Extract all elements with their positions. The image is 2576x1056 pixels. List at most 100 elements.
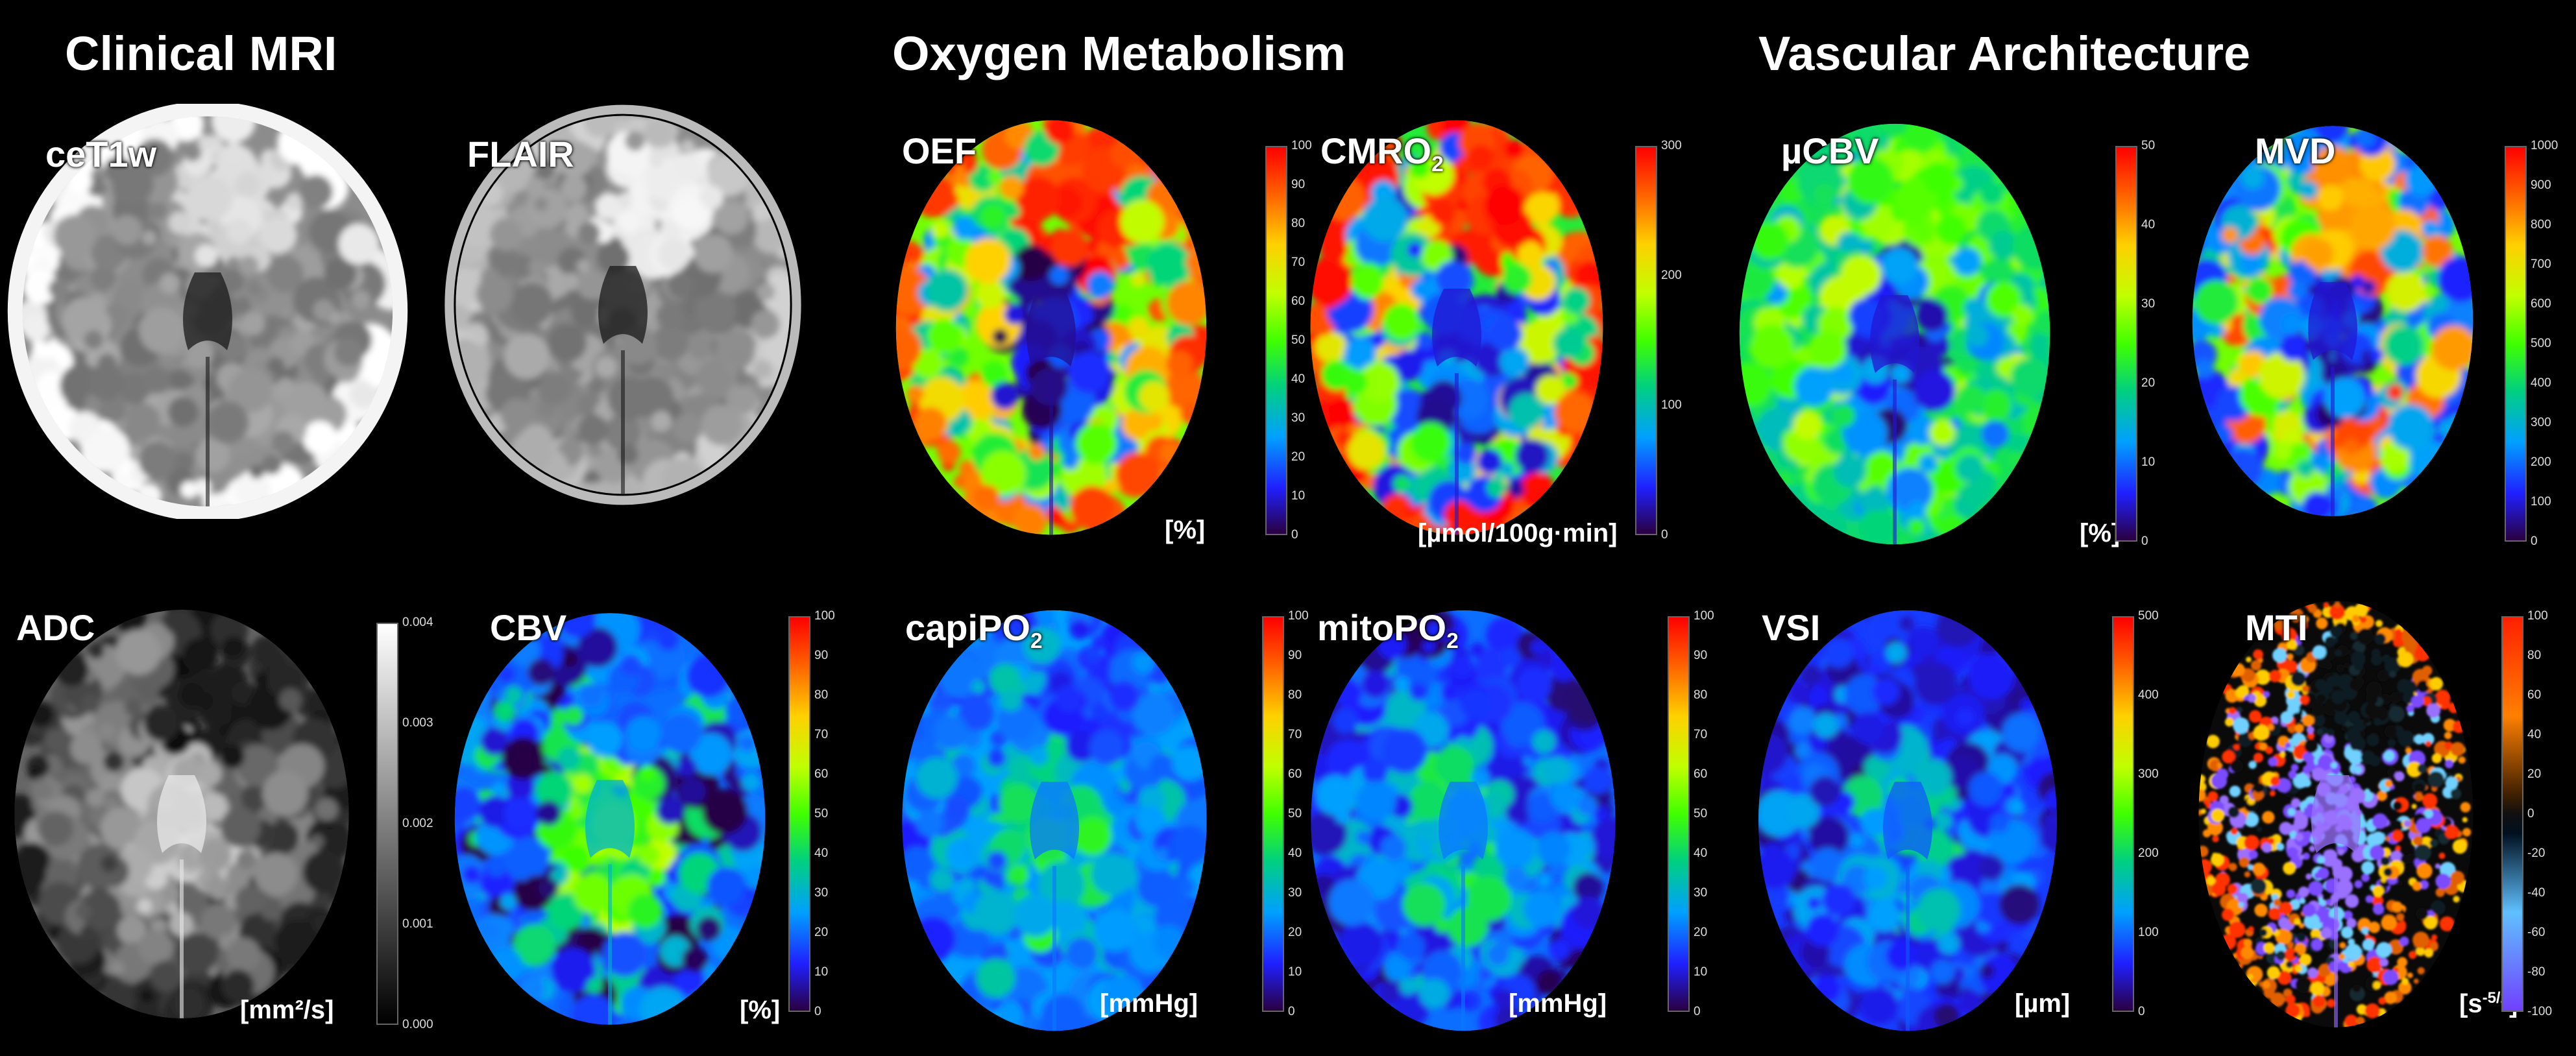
unit-label-cbv: [%]: [740, 996, 780, 1025]
colorbar-tick-mitopo2: 80: [1694, 688, 1708, 702]
colorbar-tick-mti: 40: [2527, 728, 2542, 741]
brain-image-ucbv: [1739, 123, 2050, 545]
colorbar-tick-vsi: 200: [2138, 846, 2159, 860]
panel-label-text: ADC: [16, 607, 95, 648]
colorbar-tick-oef: 40: [1291, 372, 1306, 386]
panel-label-mvd: MVD: [2255, 130, 2335, 172]
unit-text: [µmol/100g·min]: [1418, 519, 1618, 547]
colorbar-tick-mitopo2: 40: [1694, 846, 1708, 860]
panel-label-vsi: VSI: [1762, 606, 1820, 649]
colorbar-tick-capipo2: 20: [1288, 926, 1302, 939]
colorbar-tick-adc: 0.004: [402, 616, 433, 629]
panel-label-mitopo2: mitoPO2: [1317, 606, 1459, 654]
panel-label-text: MVD: [2255, 130, 2336, 171]
panel-label-text: FLAIR: [467, 134, 574, 174]
colorbar-tick-cmro2: 300: [1661, 139, 1682, 152]
colorbar-tick-mvd: 500: [2531, 337, 2551, 350]
unit-text: [%]: [2080, 519, 2120, 547]
colorbar-tick-mitopo2: 20: [1694, 926, 1708, 939]
panel-mvd: [2180, 114, 2485, 529]
panel-label-text: MTI: [2245, 607, 2308, 648]
brain-image-mti: [2198, 601, 2473, 1027]
colorbar-tick-mitopo2: 10: [1694, 965, 1708, 979]
panel-cbv: [441, 600, 779, 1038]
brain-image-mitopo2: [1311, 610, 1616, 1031]
colorbar-tick-capipo2: 60: [1288, 767, 1302, 781]
panel-label-text: mitoPO: [1317, 607, 1447, 648]
panel-label-cbv: CBV: [490, 606, 566, 649]
panel-label-cet1w: ceT1w: [45, 133, 156, 175]
unit-label-ucbv: [%]: [2080, 519, 2120, 548]
colorbar-tick-vsi: 100: [2138, 926, 2159, 939]
colorbar-tick-mitopo2: 50: [1694, 807, 1708, 821]
colorbar-tick-capipo2: 10: [1288, 965, 1302, 979]
colorbar-tick-adc: 0.001: [402, 917, 433, 931]
colorbar-tick-vsi: 500: [2138, 609, 2159, 623]
colorbar-tick-cbv: 90: [814, 649, 829, 662]
colorbar-tick-mvd: 700: [2531, 258, 2551, 271]
colorbar-tick-ucbv: 0: [2141, 534, 2148, 548]
colorbar-tick-mti: -60: [2527, 926, 2546, 939]
colorbar-tick-mti: 100: [2527, 609, 2548, 623]
colorbar-tick-cmro2: 0: [1661, 528, 1668, 542]
brain-image-vsi: [1758, 610, 2057, 1031]
panel-label-subscript: 2: [1446, 629, 1459, 654]
panel-label-ucbv: µCBV: [1781, 130, 1879, 172]
colorbar-mti: [2501, 616, 2523, 1012]
colorbar-ucbv: [2115, 146, 2137, 542]
colorbar-tick-ucbv: 10: [2141, 455, 2156, 469]
colorbar-tick-mitopo2: 30: [1694, 886, 1708, 900]
colorbar-tick-oef: 30: [1291, 411, 1306, 425]
panel-label-adc: ADC: [16, 606, 95, 649]
panel-label-text: capiPO: [905, 607, 1030, 648]
colorbar-tick-adc: 0.002: [402, 817, 433, 830]
panel-cmro2: [1298, 107, 1616, 548]
colorbar-tick-mti: -20: [2527, 846, 2546, 860]
panel-oef: [882, 107, 1220, 548]
colorbar-tick-capipo2: 30: [1288, 886, 1302, 900]
brain-image-flair: [444, 104, 801, 505]
colorbar-tick-capipo2: 80: [1288, 688, 1302, 702]
colorbar-tick-mvd: 400: [2531, 376, 2551, 390]
colorbar-tick-vsi: 300: [2138, 767, 2159, 781]
colorbar-tick-mvd: 100: [2531, 495, 2551, 509]
colorbar-tick-mvd: 200: [2531, 455, 2551, 469]
panel-label-subscript: 2: [1431, 152, 1444, 177]
colorbar-tick-capipo2: 40: [1288, 846, 1302, 860]
colorbar-tick-vsi: 400: [2138, 688, 2159, 702]
panel-adc: [0, 597, 363, 1031]
colorbar-tick-cbv: 80: [814, 688, 829, 702]
brain-image-adc: [14, 610, 349, 1018]
colorbar-capipo2: [1262, 616, 1284, 1012]
colorbar-tick-adc: 0.003: [402, 716, 433, 730]
colorbar-cmro2: [1635, 146, 1657, 535]
colorbar-tick-mitopo2: 0: [1694, 1005, 1701, 1018]
panel-label-cmro2: CMRO2: [1320, 130, 1444, 177]
unit-label-oef: [%]: [1165, 516, 1205, 545]
unit-label-cmro2: [µmol/100g·min]: [1418, 519, 1618, 548]
colorbar-tick-vsi: 0: [2138, 1005, 2145, 1018]
panel-label-subscript: 2: [1030, 629, 1043, 654]
section-title-vascular: Vascular Architecture: [1758, 27, 2251, 80]
brain-image-cmro2: [1310, 120, 1603, 535]
unit-label-capipo2: [mmHg]: [1100, 989, 1198, 1018]
colorbar-tick-oef: 100: [1291, 139, 1312, 152]
unit-text: [µm]: [2015, 989, 2071, 1018]
colorbar-tick-cbv: 10: [814, 965, 829, 979]
unit-label-vsi: [µm]: [2015, 989, 2070, 1018]
colorbar-tick-cmro2: 200: [1661, 269, 1682, 282]
panel-label-oef: OEF: [902, 130, 977, 172]
colorbar-tick-capipo2: 100: [1288, 609, 1309, 623]
colorbar-tick-ucbv: 40: [2141, 218, 2156, 232]
unit-text: [mm²/s]: [240, 996, 334, 1024]
colorbar-oef: [1265, 146, 1287, 535]
colorbar-tick-mitopo2: 60: [1694, 767, 1708, 781]
unit-text: [s: [2459, 989, 2483, 1018]
brain-image-cbv: [454, 613, 766, 1025]
panel-label-capipo2: capiPO2: [905, 606, 1043, 654]
colorbar-tick-mvd: 1000: [2531, 139, 2558, 152]
colorbar-tick-cbv: 30: [814, 886, 829, 900]
panel-flair: [441, 104, 805, 506]
colorbar-tick-mti: -40: [2527, 886, 2546, 900]
